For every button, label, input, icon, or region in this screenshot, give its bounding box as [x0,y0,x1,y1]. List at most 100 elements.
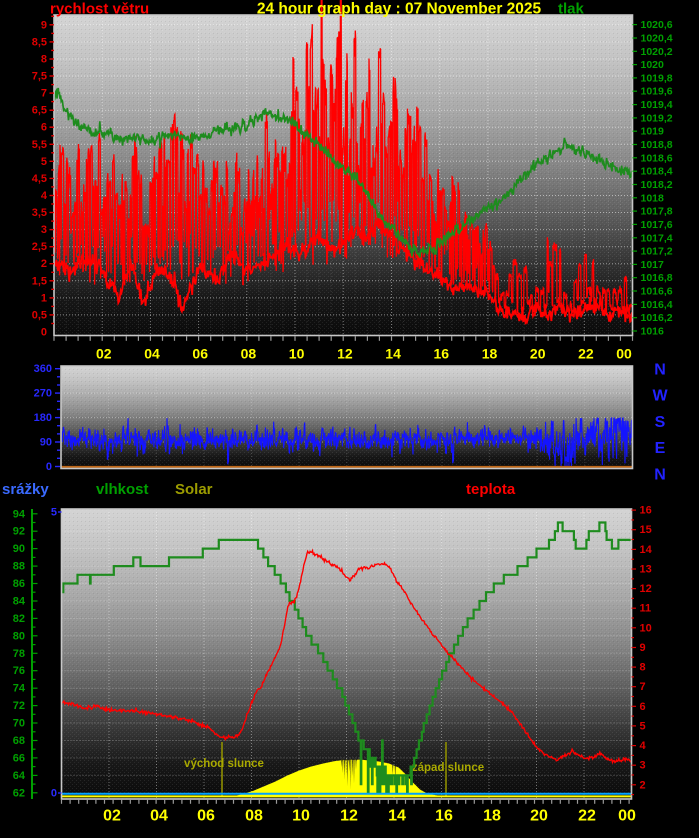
svg-text:N: N [654,362,666,379]
svg-text:tlak: tlak [558,1,585,18]
svg-text:teplota: teplota [466,481,516,498]
svg-text:08: 08 [241,346,257,362]
svg-text:80: 80 [13,630,25,642]
svg-text:5: 5 [51,507,57,519]
svg-text:86: 86 [13,578,25,590]
svg-text:1016,4: 1016,4 [641,299,673,311]
svg-text:1016: 1016 [641,326,665,338]
svg-text:7: 7 [640,681,646,693]
svg-text:13: 13 [640,564,652,576]
svg-text:7: 7 [41,88,47,100]
svg-text:10: 10 [640,622,652,634]
svg-text:1020,2: 1020,2 [641,46,673,58]
svg-text:vlhkost: vlhkost [96,481,149,498]
svg-text:0: 0 [51,788,57,800]
svg-text:82: 82 [13,613,25,625]
svg-text:8,5: 8,5 [32,36,47,48]
svg-text:západ slunce: západ slunce [412,762,484,774]
svg-text:1018,2: 1018,2 [641,179,673,191]
svg-text:70: 70 [13,718,25,730]
svg-text:3,5: 3,5 [32,207,47,219]
svg-text:84: 84 [13,596,26,608]
svg-text:1020,6: 1020,6 [641,19,673,31]
svg-text:24 hour graph day : 07 Novembe: 24 hour graph day : 07 November 2025 [257,1,542,18]
svg-text:8: 8 [41,54,47,66]
svg-text:72: 72 [13,700,25,712]
svg-text:10: 10 [292,808,310,825]
svg-text:7,5: 7,5 [32,71,47,83]
svg-text:5: 5 [41,156,47,168]
svg-text:1016,2: 1016,2 [641,312,673,324]
svg-text:06: 06 [197,808,215,825]
svg-text:6,5: 6,5 [32,105,47,117]
svg-text:18: 18 [482,346,498,362]
svg-text:rychlost větru: rychlost větru [50,1,149,18]
svg-text:0: 0 [46,461,52,473]
svg-text:srážky: srážky [2,481,49,498]
svg-text:2: 2 [640,779,646,791]
svg-text:1019,6: 1019,6 [641,86,673,98]
svg-text:2: 2 [41,258,47,270]
svg-text:1017,6: 1017,6 [641,219,673,231]
svg-text:1017,2: 1017,2 [641,246,673,258]
svg-text:1019,8: 1019,8 [641,72,673,84]
svg-text:14: 14 [388,808,406,825]
svg-text:N: N [654,466,666,483]
svg-text:1018,6: 1018,6 [641,152,673,164]
svg-text:64: 64 [13,770,26,782]
svg-text:12: 12 [340,808,358,825]
svg-text:2,5: 2,5 [32,241,47,253]
svg-text:východ slunce: východ slunce [184,758,264,770]
svg-text:16: 16 [435,808,453,825]
svg-text:1020: 1020 [641,59,665,71]
svg-text:1018,4: 1018,4 [641,166,673,178]
svg-text:1,5: 1,5 [32,275,47,287]
svg-text:8: 8 [640,662,646,674]
svg-text:S: S [655,414,666,431]
svg-text:00: 00 [618,808,636,825]
svg-text:360: 360 [34,363,52,375]
svg-text:16: 16 [640,505,652,517]
svg-text:3: 3 [640,760,646,772]
svg-text:90: 90 [13,543,25,555]
svg-text:4: 4 [640,740,647,752]
svg-text:15: 15 [640,524,652,536]
svg-text:94: 94 [13,508,26,520]
svg-text:1017,8: 1017,8 [641,206,673,218]
svg-text:0: 0 [41,327,47,339]
svg-text:02: 02 [96,346,112,362]
svg-text:04: 04 [150,808,168,825]
svg-text:1016,6: 1016,6 [641,286,673,298]
svg-text:22: 22 [578,808,596,825]
svg-text:08: 08 [245,808,263,825]
svg-text:66: 66 [13,752,25,764]
svg-text:1016,8: 1016,8 [641,272,673,284]
svg-text:E: E [655,440,666,457]
svg-text:06: 06 [192,346,208,362]
svg-text:9: 9 [640,642,646,654]
svg-text:9: 9 [41,19,47,31]
svg-text:1020,4: 1020,4 [641,33,673,45]
svg-text:88: 88 [13,561,25,573]
svg-text:76: 76 [13,665,25,677]
svg-text:18: 18 [483,808,501,825]
svg-text:16: 16 [434,346,450,362]
svg-text:10: 10 [289,346,305,362]
svg-text:78: 78 [13,648,25,660]
svg-text:11: 11 [640,603,652,615]
svg-text:04: 04 [144,346,160,362]
svg-text:6: 6 [41,122,47,134]
svg-text:1019: 1019 [641,126,665,138]
svg-text:180: 180 [34,412,52,424]
svg-text:20: 20 [530,346,546,362]
svg-text:4,5: 4,5 [32,173,47,185]
svg-text:12: 12 [640,583,652,595]
svg-text:1017,4: 1017,4 [641,232,673,244]
svg-text:0,5: 0,5 [32,309,47,321]
svg-text:3: 3 [41,224,47,236]
svg-text:90: 90 [40,437,52,449]
svg-text:92: 92 [13,526,25,538]
svg-text:6: 6 [640,701,646,713]
svg-text:20: 20 [530,808,548,825]
svg-text:1017: 1017 [641,259,665,271]
